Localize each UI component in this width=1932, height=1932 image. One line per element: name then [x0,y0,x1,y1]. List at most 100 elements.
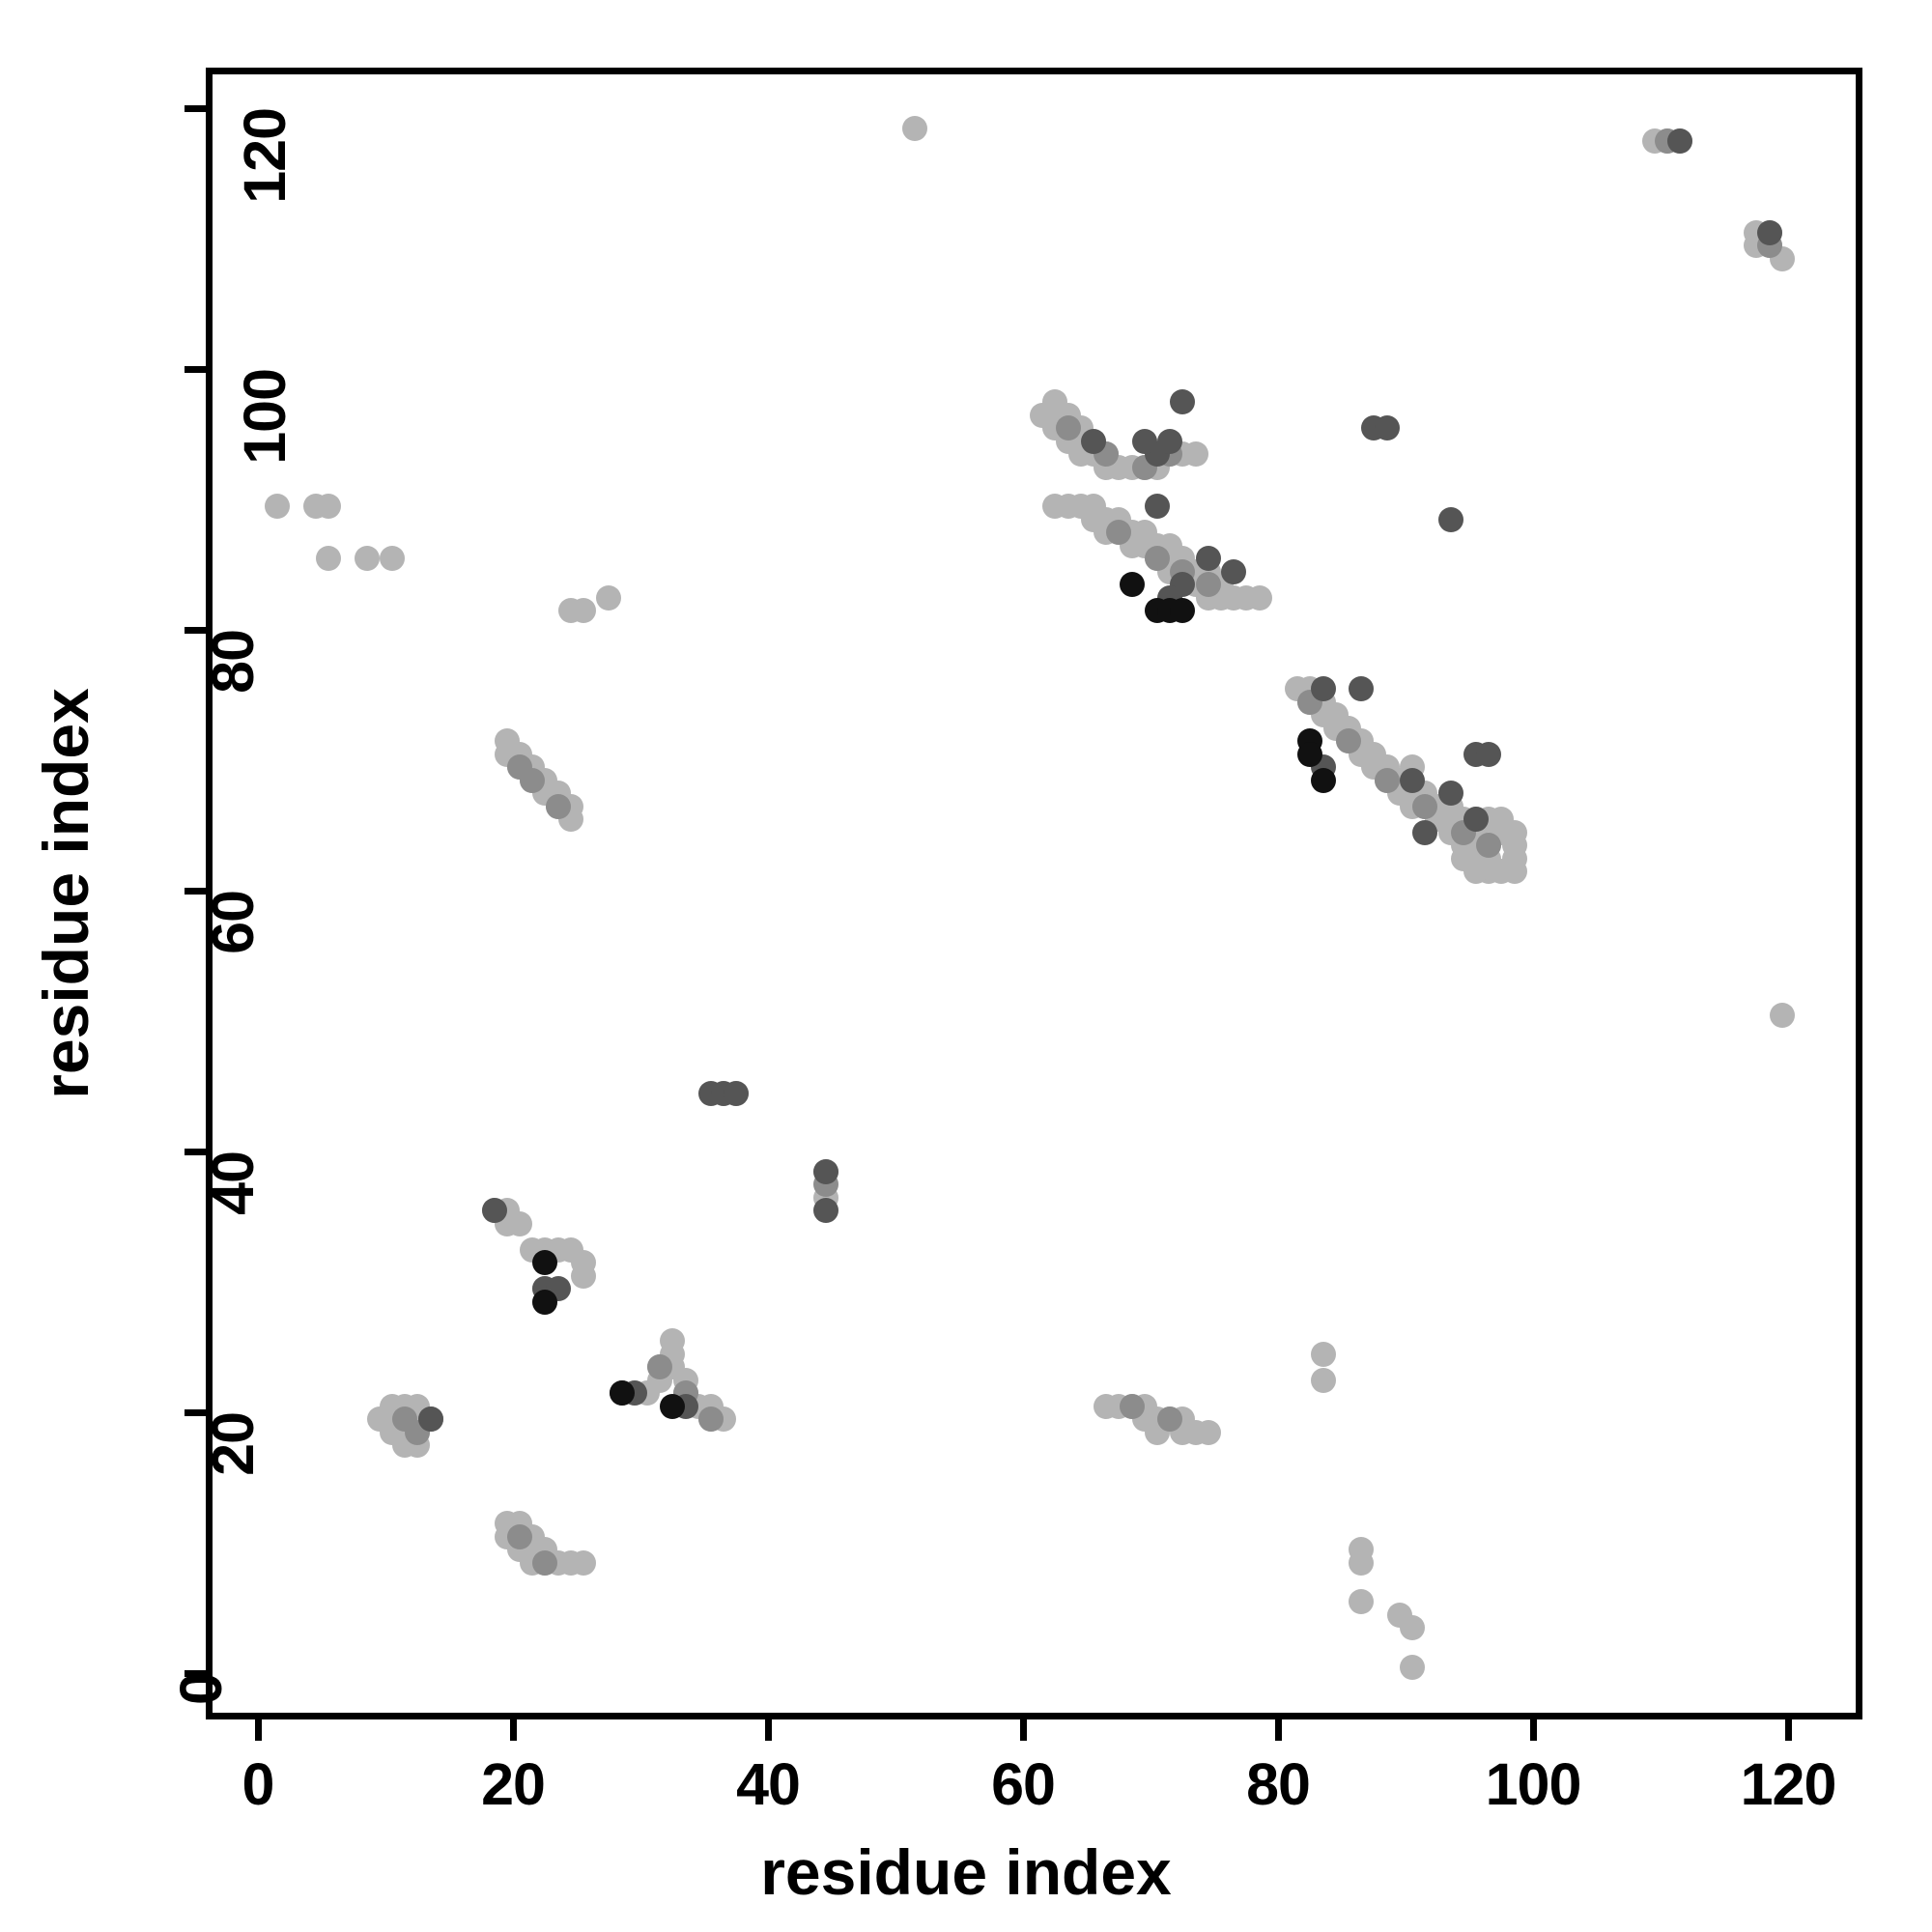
contact-point [532,1549,558,1576]
x-tick [1785,1719,1792,1741]
contact-point [1157,428,1183,454]
contact-point [1463,807,1489,832]
contact-point [1310,1341,1336,1367]
contact-point [1195,1419,1221,1445]
contact-point [571,598,596,623]
contact-point [1106,520,1132,545]
contact-point [1246,584,1272,611]
contact-point [507,1523,532,1549]
x-tick-label: 0 [242,1751,275,1817]
contact-point [1119,572,1145,597]
contact-point [1476,833,1502,858]
y-tick-label: 0 [167,1673,234,1705]
y-tick [185,888,206,895]
contact-point [660,1393,686,1419]
y-tick [185,1409,206,1416]
contact-point [571,1263,596,1289]
x-tick [255,1719,262,1741]
contact-point [392,1406,418,1432]
contact-point [1400,767,1425,793]
plot-frame [206,68,1862,1719]
y-tick [185,1149,206,1155]
y-tick-label: 120 [231,108,298,204]
contact-point [1221,558,1247,584]
y-tick [185,366,206,373]
contact-point [1476,741,1502,767]
contact-point [812,1198,838,1223]
contact-point [1119,1393,1145,1419]
contact-point [1195,572,1221,597]
contact-point [596,584,622,611]
contact-point [1157,1406,1183,1432]
contact-point [481,1198,507,1223]
contact-point [1412,819,1438,845]
contact-point [545,793,571,819]
contact-point [1374,415,1400,440]
x-tick [1275,1719,1282,1741]
contact-point [1145,494,1170,519]
contact-point [1145,546,1170,571]
y-tick-label: 40 [199,1151,266,1215]
x-tick [510,1719,517,1741]
y-tick-label: 100 [231,369,298,465]
contact-point [1412,793,1438,819]
contact-point [724,1080,750,1106]
contact-point [417,1406,443,1432]
contact-point [812,1158,838,1184]
x-tick [1020,1719,1027,1741]
contact-point [647,1354,673,1379]
contact-point [1437,781,1463,806]
x-tick-label: 40 [736,1751,801,1817]
contact-point [1769,1002,1795,1028]
contact-point [1195,546,1221,571]
contact-point [532,1289,558,1315]
contact-point [1349,1589,1375,1614]
y-tick-label: 20 [199,1412,266,1476]
x-tick-label: 100 [1485,1751,1582,1817]
contact-point [1182,441,1208,467]
contact-point [1374,767,1400,793]
contact-point [660,1328,686,1353]
contact-point [1667,128,1693,154]
y-axis-title: residue index [30,688,101,1099]
contact-point [698,1406,724,1432]
contact-point [1055,415,1081,440]
y-tick [185,1670,206,1677]
contact-point [1336,728,1361,753]
contact-point [380,546,405,571]
contact-point [316,494,341,519]
contact-point [1349,1549,1375,1576]
contact-point [1310,767,1336,793]
contact-point [1437,506,1463,532]
contact-point [507,1210,532,1236]
contact-point [1349,676,1375,701]
scatter-points-layer [213,74,1856,1713]
contact-point [532,1250,558,1275]
contact-point [1131,428,1157,454]
x-axis-title: residue index [760,1836,1172,1908]
y-tick [185,627,206,634]
contact-point [520,767,546,793]
x-tick-label: 20 [481,1751,546,1817]
y-tick-label: 60 [199,891,266,954]
x-tick [1530,1719,1537,1741]
contact-point [1297,741,1323,767]
x-tick [765,1719,772,1741]
contact-point [1400,1615,1425,1640]
contact-point [609,1380,635,1406]
contact-point [1310,1367,1336,1393]
x-tick-label: 120 [1740,1751,1837,1817]
contact-point [902,115,928,141]
x-tick-label: 80 [1246,1751,1311,1817]
y-tick-label: 80 [199,630,266,694]
contact-point [354,546,380,571]
contact-point [265,494,291,519]
contact-point [1170,389,1196,414]
contact-point [1756,219,1782,245]
contact-point [571,1549,596,1576]
contact-point [1400,1654,1425,1680]
contact-point [1170,598,1196,623]
contact-point [1310,676,1336,701]
x-tick-label: 60 [991,1751,1056,1817]
